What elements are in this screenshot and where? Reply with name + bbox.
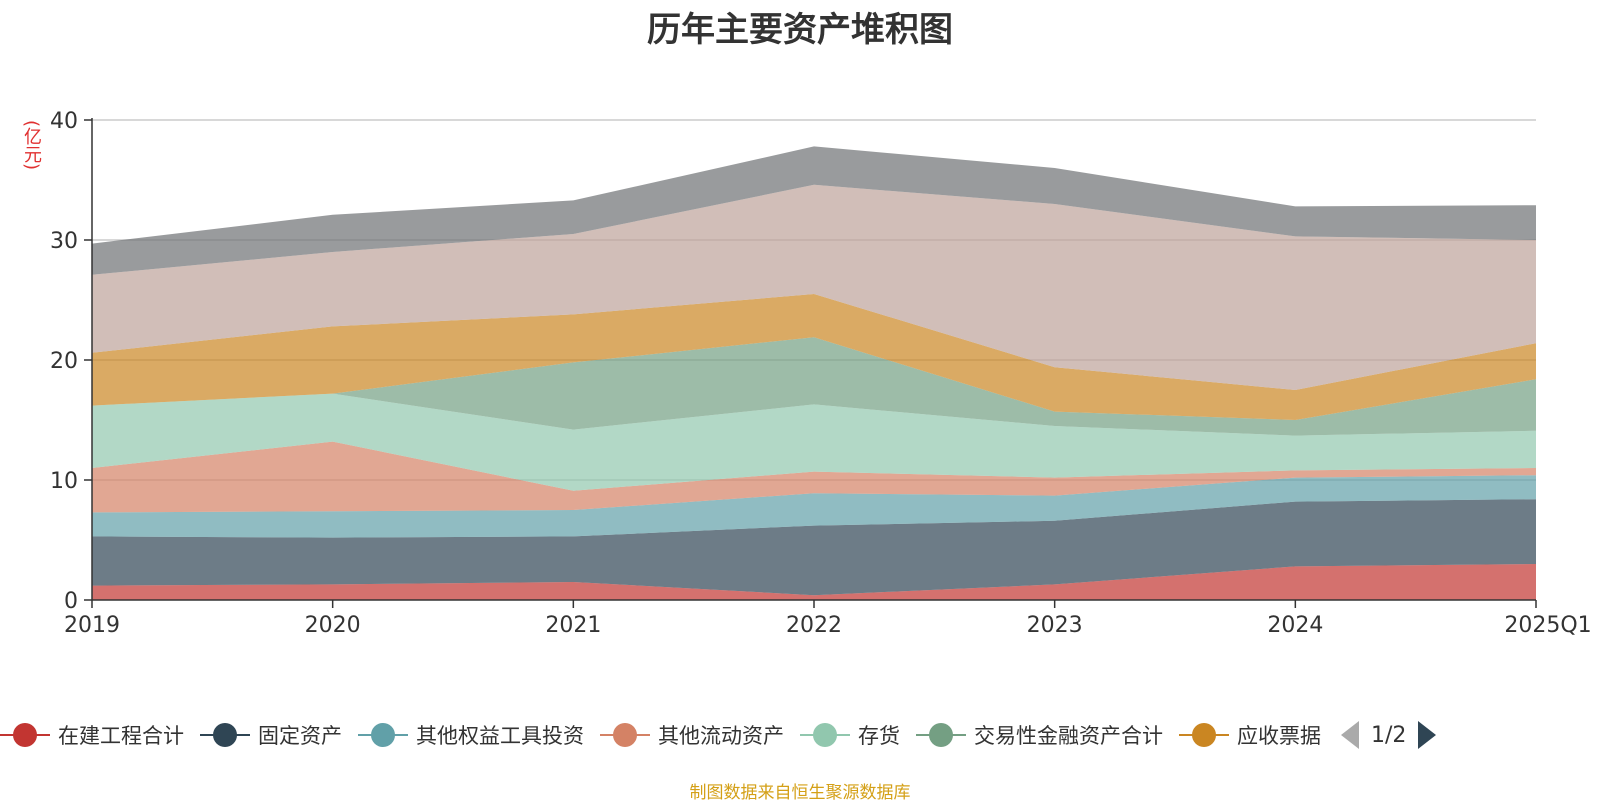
legend-marker-icon <box>200 722 250 748</box>
chart-title: 历年主要资产堆积图 <box>647 10 953 50</box>
area-series-9 <box>92 146 1536 275</box>
legend-marker-icon <box>1179 722 1229 748</box>
legend-item[interactable]: 其他流动资产 <box>600 720 784 750</box>
legend-item[interactable]: 存货 <box>800 720 900 750</box>
x-tick-label: 2021 <box>545 613 601 638</box>
y-tick-label: 10 <box>50 469 78 494</box>
legend-marker-icon <box>916 722 966 748</box>
legend-item[interactable]: 交易性金融资产合计 <box>916 720 1163 750</box>
x-tick-label: 2025Q1 <box>1504 613 1591 638</box>
area-series <box>92 146 1536 600</box>
legend-pager: 1/2 <box>1341 721 1437 749</box>
legend-page-indicator: 1/2 <box>1371 722 1407 748</box>
legend-prev-page-icon[interactable] <box>1341 721 1359 749</box>
x-tick-label: 2022 <box>786 613 842 638</box>
legend-label: 在建工程合计 <box>58 724 184 748</box>
x-tick-label: 2020 <box>305 613 361 638</box>
area-series-2 <box>92 499 1536 596</box>
legend-label: 其他权益工具投资 <box>416 724 584 748</box>
area-series-7 <box>92 294 1536 420</box>
y-tick-label: 0 <box>64 589 78 614</box>
area-series-5 <box>92 393 1536 491</box>
legend-marker-icon <box>600 722 650 748</box>
data-source-note: 制图数据来自恒生聚源数据库 <box>689 783 911 803</box>
legend-marker-icon <box>0 722 50 748</box>
legend-marker-icon <box>800 722 850 748</box>
y-tick-label: 40 <box>50 109 78 134</box>
x-tick-label: 2024 <box>1267 613 1323 638</box>
area-series-8 <box>92 184 1536 390</box>
legend-label: 其他流动资产 <box>658 724 784 748</box>
area-series-6 <box>92 337 1536 436</box>
y-tick-label: 20 <box>50 349 78 374</box>
legend-label: 存货 <box>858 724 900 748</box>
area-series-3 <box>92 475 1536 538</box>
legend-item[interactable]: 在建工程合计 <box>0 720 184 750</box>
legend-item[interactable]: 应收票据 <box>1179 720 1321 750</box>
legend: 在建工程合计 固定资产 其他权益工具投资 其他流动资产 存货 交易性金融资产合计 应收票据 1… <box>0 715 1437 755</box>
axes: 0 10 20 30 40 2019 2020 2021 2022 2023 2024 2025Q1 <box>50 109 1592 638</box>
legend-item[interactable]: 其他权益工具投资 <box>358 720 584 750</box>
y-axis-unit: (亿元) <box>21 120 42 171</box>
legend-next-page-icon[interactable] <box>1418 721 1437 749</box>
x-tick-label: 2023 <box>1027 613 1083 638</box>
x-tick-label: 2019 <box>64 613 120 638</box>
legend-marker-icon <box>358 722 408 748</box>
legend-label: 交易性金融资产合计 <box>974 724 1163 748</box>
area-series-1 <box>92 564 1536 600</box>
legend-label: 固定资产 <box>258 724 342 748</box>
legend-item[interactable]: 固定资产 <box>200 720 342 750</box>
y-tick-label: 30 <box>50 229 78 254</box>
area-series-4 <box>92 441 1536 513</box>
legend-label: 应收票据 <box>1237 724 1321 748</box>
